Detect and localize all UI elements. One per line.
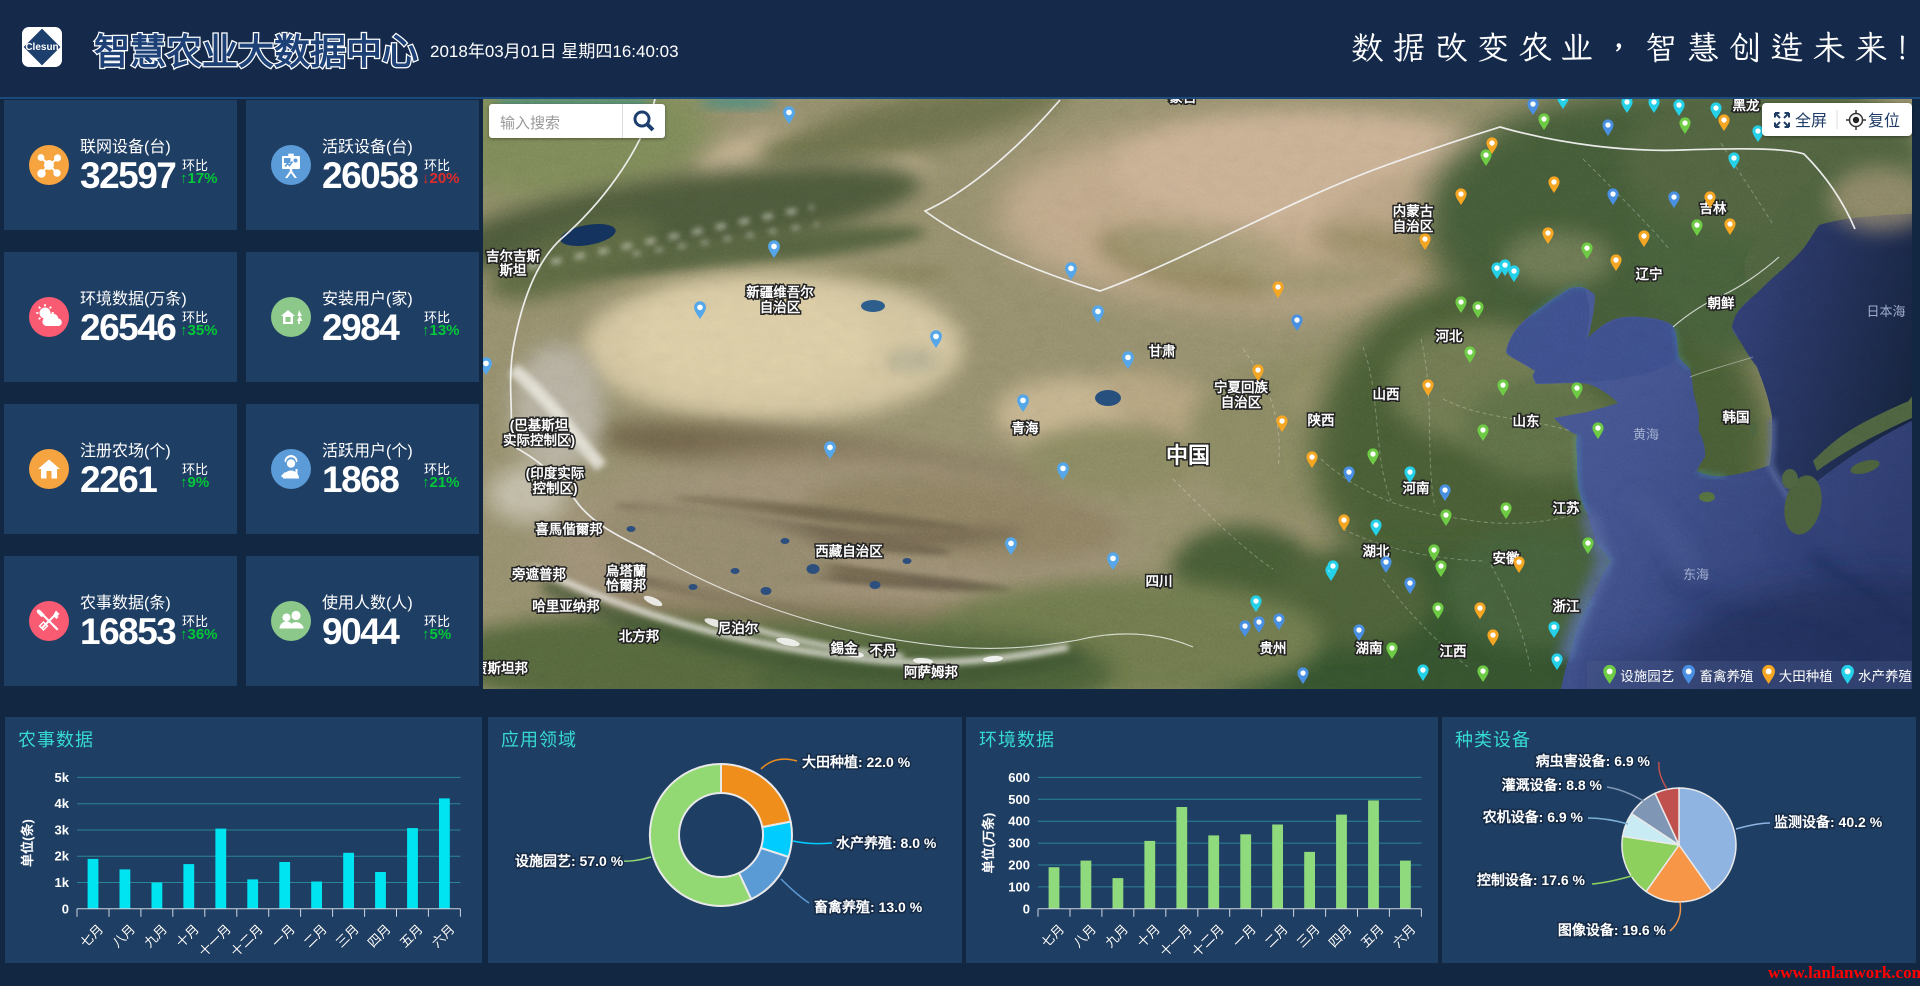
- svg-text:单位(条): 单位(条): [20, 819, 35, 867]
- svg-text:八月: 八月: [109, 921, 138, 950]
- svg-text:(印度实际: (印度实际: [526, 465, 585, 481]
- svg-text:五月: 五月: [1358, 921, 1387, 950]
- svg-text:西藏自治区: 西藏自治区: [815, 543, 883, 559]
- svg-text:日本海: 日本海: [1866, 304, 1905, 319]
- svg-text:尼泊尔: 尼泊尔: [718, 620, 759, 636]
- svg-text:七月: 七月: [1038, 921, 1067, 950]
- svg-text:内蒙古: 内蒙古: [1393, 203, 1434, 219]
- svg-text:100: 100: [1008, 879, 1030, 894]
- svg-text:病虫害设备: 6.9 %: 病虫害设备: 6.9 %: [1536, 753, 1651, 769]
- svg-text:錫金: 錫金: [831, 640, 859, 656]
- svg-text:300: 300: [1008, 836, 1030, 851]
- svg-text:水产养殖: 8.0 %: 水产养殖: 8.0 %: [836, 835, 937, 851]
- svg-text:复位: 复位: [1868, 112, 1900, 130]
- svg-text:七月: 七月: [77, 921, 106, 950]
- svg-text:600: 600: [1008, 770, 1030, 785]
- svg-text:恰爾邦: 恰爾邦: [606, 577, 647, 593]
- svg-text:500: 500: [1008, 792, 1030, 807]
- svg-text:烏塔蘭: 烏塔蘭: [606, 563, 647, 579]
- svg-text:一月: 一月: [269, 921, 298, 950]
- svg-text:江苏: 江苏: [1553, 500, 1581, 516]
- svg-text:江西: 江西: [1440, 643, 1467, 659]
- svg-text:监测设备: 40.2 %: 监测设备: 40.2 %: [1774, 814, 1883, 830]
- svg-text:六月: 六月: [1390, 921, 1419, 950]
- svg-text:东海: 东海: [1683, 567, 1709, 582]
- svg-text:图像设备: 19.6 %: 图像设备: 19.6 %: [1558, 922, 1667, 938]
- svg-text:自治区: 自治区: [1393, 218, 1434, 234]
- svg-text:八月: 八月: [1070, 921, 1099, 950]
- svg-text:新疆维吾尔: 新疆维吾尔: [746, 284, 814, 300]
- svg-text:单位(万条): 单位(万条): [981, 813, 996, 874]
- svg-text:十一月: 十一月: [196, 921, 234, 959]
- svg-text:湖北: 湖北: [1363, 544, 1391, 559]
- svg-text:设施园艺: 57.0 %: 设施园艺: 57.0 %: [515, 853, 624, 869]
- svg-text:吉尔吉斯: 吉尔吉斯: [486, 248, 540, 264]
- svg-text:十一月: 十一月: [1157, 921, 1195, 959]
- svg-text:控制设备: 17.6 %: 控制设备: 17.6 %: [1477, 872, 1586, 888]
- svg-text:宁夏回族: 宁夏回族: [1214, 379, 1268, 395]
- svg-text:阿萨姆邦: 阿萨姆邦: [904, 664, 958, 680]
- svg-text:九月: 九月: [1102, 921, 1131, 950]
- svg-text:河南: 河南: [1403, 480, 1430, 496]
- svg-text:三月: 三月: [333, 921, 362, 950]
- svg-text:农机设备: 6.9 %: 农机设备: 6.9 %: [1482, 809, 1584, 825]
- svg-text:畜禽养殖: 13.0 %: 畜禽养殖: 13.0 %: [814, 899, 923, 915]
- svg-text:5k: 5k: [55, 770, 70, 785]
- svg-text:朝鲜: 朝鲜: [1708, 295, 1736, 311]
- svg-text:四月: 四月: [1326, 921, 1355, 950]
- svg-text:六月: 六月: [429, 921, 458, 950]
- svg-text:十二月: 十二月: [228, 921, 266, 959]
- svg-text:北方邦: 北方邦: [619, 628, 660, 644]
- svg-text:甘肃: 甘肃: [1149, 343, 1177, 359]
- svg-text:黄海: 黄海: [1633, 427, 1659, 442]
- svg-text:九月: 九月: [141, 921, 170, 950]
- svg-text:400: 400: [1008, 814, 1030, 829]
- svg-text:浙江: 浙江: [1553, 598, 1581, 614]
- svg-text:贵州: 贵州: [1260, 640, 1287, 656]
- svg-text:3k: 3k: [55, 823, 70, 838]
- svg-text:十二月: 十二月: [1189, 921, 1227, 959]
- svg-text:山西: 山西: [1373, 387, 1400, 402]
- svg-text:吉林: 吉林: [1700, 200, 1728, 216]
- svg-text:韩国: 韩国: [1723, 409, 1750, 425]
- svg-text:旁遮普邦: 旁遮普邦: [511, 566, 566, 582]
- svg-text:蒙古: 蒙古: [1170, 99, 1198, 105]
- svg-text:中国: 中国: [1166, 443, 1210, 468]
- svg-text:4k: 4k: [55, 796, 70, 811]
- svg-text:贾斯坦邦: 贾斯坦邦: [483, 660, 528, 676]
- svg-text:湖南: 湖南: [1356, 640, 1383, 656]
- svg-text:三月: 三月: [1294, 921, 1323, 950]
- svg-text:青海: 青海: [1012, 420, 1040, 436]
- svg-text:2k: 2k: [55, 849, 70, 864]
- svg-text:1k: 1k: [55, 875, 70, 890]
- svg-text:二月: 二月: [301, 921, 330, 950]
- svg-text:0: 0: [1023, 901, 1030, 916]
- svg-text:五月: 五月: [397, 921, 426, 950]
- svg-text:四月: 四月: [365, 921, 394, 950]
- svg-text:陕西: 陕西: [1308, 412, 1335, 428]
- svg-text:大田种植: 22.0 %: 大田种植: 22.0 %: [802, 754, 911, 770]
- svg-text:(巴基斯坦: (巴基斯坦: [510, 417, 569, 433]
- svg-text:山东: 山东: [1513, 413, 1541, 429]
- svg-text:自治区: 自治区: [1221, 394, 1262, 410]
- svg-text:智慧农业大数据中心: 智慧农业大数据中心: [94, 31, 418, 72]
- svg-text:一月: 一月: [1230, 921, 1259, 950]
- svg-text:200: 200: [1008, 858, 1030, 873]
- svg-text:辽宁: 辽宁: [1636, 266, 1663, 282]
- svg-text:不丹: 不丹: [870, 643, 898, 658]
- svg-text:实际控制区): 实际控制区): [503, 432, 575, 448]
- svg-text:河北: 河北: [1436, 328, 1464, 344]
- svg-text:哈里亚纳邦: 哈里亚纳邦: [532, 598, 600, 614]
- svg-text:斯坦: 斯坦: [500, 262, 528, 278]
- svg-text:控制区): 控制区): [533, 480, 578, 496]
- svg-text:自治区: 自治区: [760, 299, 801, 315]
- svg-text:灌溉设备: 8.8 %: 灌溉设备: 8.8 %: [1502, 777, 1603, 793]
- svg-text:0: 0: [62, 901, 69, 916]
- svg-text:二月: 二月: [1262, 921, 1291, 950]
- svg-text:四川: 四川: [1146, 574, 1173, 589]
- svg-text:全屏: 全屏: [1795, 112, 1827, 130]
- svg-text:黑龙: 黑龙: [1733, 99, 1761, 113]
- svg-text:喜馬偕爾邦: 喜馬偕爾邦: [535, 521, 603, 537]
